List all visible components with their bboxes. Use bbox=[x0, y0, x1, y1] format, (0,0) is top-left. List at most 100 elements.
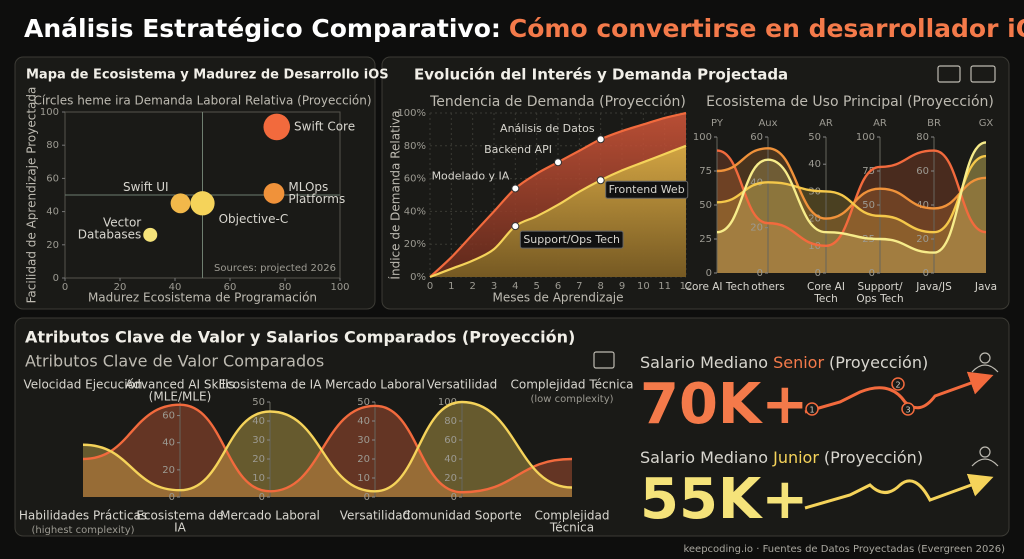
y-axis-label: Índice de Demanda Relativa bbox=[388, 110, 403, 279]
x-tick-label: 10 bbox=[637, 281, 650, 292]
tick-label: 0 bbox=[869, 268, 875, 279]
annotation-point bbox=[511, 222, 520, 231]
annotation: Frontend Web bbox=[609, 183, 685, 196]
bubble bbox=[263, 182, 285, 204]
bubble-label: MLOps bbox=[288, 180, 328, 194]
band bbox=[83, 402, 572, 497]
bubble-label: Swift UI bbox=[123, 180, 169, 194]
label-part: Salario Mediano bbox=[640, 448, 768, 467]
axis-top-label: Aux bbox=[758, 118, 777, 129]
tick-label: 0 bbox=[706, 268, 712, 279]
annotation-box bbox=[519, 230, 624, 249]
x-tick-label: 6 bbox=[555, 281, 561, 292]
salary-value: 70K+ bbox=[640, 372, 808, 437]
tick-label: 80 bbox=[916, 132, 929, 143]
x-tick-label: 20 bbox=[114, 282, 127, 293]
axis-note: (low complexity) bbox=[530, 394, 613, 405]
y-tick-label: 60 bbox=[46, 173, 59, 184]
bubble-label: Swift Core bbox=[294, 119, 355, 133]
tick-label: 20 bbox=[162, 465, 175, 476]
salary-value: 55K+ bbox=[640, 467, 808, 532]
axis-bottom-label: Java/JS bbox=[915, 281, 952, 293]
tick-label: 60 bbox=[444, 435, 457, 446]
annotation-box bbox=[605, 180, 689, 199]
tick-label: 60 bbox=[750, 132, 763, 143]
x-tick-label: 4 bbox=[512, 281, 518, 292]
tick-label: 20 bbox=[444, 473, 457, 484]
axis-top-label: Advanced AI Skills bbox=[125, 378, 234, 392]
tick-label: 20 bbox=[357, 454, 370, 465]
y-tick-label: 20% bbox=[404, 239, 426, 250]
axis-top-label: (MLE/MLE) bbox=[149, 390, 212, 404]
y-tick-label: 0 bbox=[53, 273, 59, 284]
chart-subtitle: Círcles heme ira Demanda Laboral Relativ… bbox=[33, 94, 371, 108]
tick-label: 20 bbox=[916, 234, 929, 245]
tick-label: 50 bbox=[357, 397, 370, 408]
x-tick-label: 3 bbox=[491, 281, 497, 292]
annotation-point bbox=[554, 158, 562, 167]
axis-top-label: Complejidad Técnica bbox=[511, 378, 634, 392]
axis-bottom-label: Core AI Tech bbox=[685, 281, 750, 293]
tick-label: 0 bbox=[451, 492, 457, 503]
y-axis-label: Facilidad de Aprendizaje Proyectada bbox=[25, 87, 39, 304]
tick-label: 0 bbox=[757, 268, 763, 279]
bubble bbox=[190, 191, 215, 216]
tick-label: 40 bbox=[162, 438, 175, 449]
panel-title: Mapa de Ecosistema y Madurez de Desarrol… bbox=[26, 68, 389, 83]
x-tick-label: 8 bbox=[597, 281, 603, 292]
label-part: Salario Mediano bbox=[640, 353, 768, 372]
salary-label: Salario Mediano Senior (Proyección) bbox=[640, 353, 928, 372]
tick-label: 30 bbox=[357, 435, 370, 446]
tick-label: 20 bbox=[808, 214, 821, 225]
tick-label: 0 bbox=[815, 268, 821, 279]
step-label: 2 bbox=[895, 381, 900, 390]
panel bbox=[14, 317, 1010, 537]
line bbox=[716, 149, 987, 248]
line bbox=[716, 141, 987, 254]
x-axis-label: Meses de Aprendizaje bbox=[492, 291, 623, 305]
bubble-label: Objective-C bbox=[219, 212, 289, 226]
footer: keepcoding.io · Fuentes de Datos Proyect… bbox=[683, 544, 1005, 555]
axis-bottom-label: Complejidad bbox=[535, 509, 610, 523]
y-tick-label: 80 bbox=[46, 140, 59, 151]
tick-label: 100 bbox=[693, 132, 712, 143]
chart-subtitle: Atributos Clave de Valor Comparados bbox=[25, 352, 324, 371]
bubble bbox=[170, 193, 191, 214]
label-highlight: Senior bbox=[773, 353, 824, 372]
annotation-point bbox=[596, 135, 605, 144]
tick-label: 50 bbox=[808, 132, 821, 143]
axis-top-label: Mercado Laboral bbox=[325, 378, 425, 392]
y-tick-label: 60% bbox=[404, 174, 426, 185]
x-tick-label: 5 bbox=[533, 281, 539, 292]
tick-label: 25 bbox=[699, 234, 712, 245]
annotation: Modelado y IA bbox=[432, 169, 510, 182]
tick-label: 40 bbox=[808, 159, 821, 170]
x-tick-label: 40 bbox=[169, 282, 182, 293]
axis-bottom-label: Core AI bbox=[807, 281, 845, 293]
tick-label: 10 bbox=[357, 473, 370, 484]
axis-bottom-label: Tech bbox=[813, 293, 838, 305]
chart-subtitle: Ecosistema de Uso Principal (Proyección) bbox=[706, 94, 994, 110]
y-tick-label: 100 bbox=[40, 107, 59, 118]
axis-bottom-label: Support/ bbox=[857, 281, 903, 293]
note: Sources: projected 2026 bbox=[214, 263, 336, 274]
tick-label: 60 bbox=[162, 411, 175, 422]
axis-top-label: Velocidad Ejecución bbox=[23, 378, 142, 392]
x-tick-label: 7 bbox=[576, 281, 582, 292]
salary-label: Salario Mediano Junior (Proyección) bbox=[640, 448, 923, 467]
step-label: 1 bbox=[809, 406, 814, 415]
band bbox=[717, 142, 986, 273]
band bbox=[83, 404, 572, 497]
tick-label: 0 bbox=[923, 268, 929, 279]
tick-label: 100 bbox=[438, 397, 457, 408]
x-tick-label: 80 bbox=[279, 282, 292, 293]
y-tick-label: 80% bbox=[404, 141, 426, 152]
x-tick-label: 12 bbox=[680, 281, 693, 292]
x-tick-label: 1 bbox=[448, 281, 454, 292]
label-part: (Proyección) bbox=[824, 448, 923, 467]
axis-bottom-label: Java bbox=[974, 281, 997, 293]
x-tick-label: 0 bbox=[62, 282, 68, 293]
tick-label: 10 bbox=[252, 473, 265, 484]
axis-bottom-label: IA bbox=[174, 521, 187, 535]
title-part: Análisis Estratégico Comparativo: bbox=[24, 14, 501, 43]
